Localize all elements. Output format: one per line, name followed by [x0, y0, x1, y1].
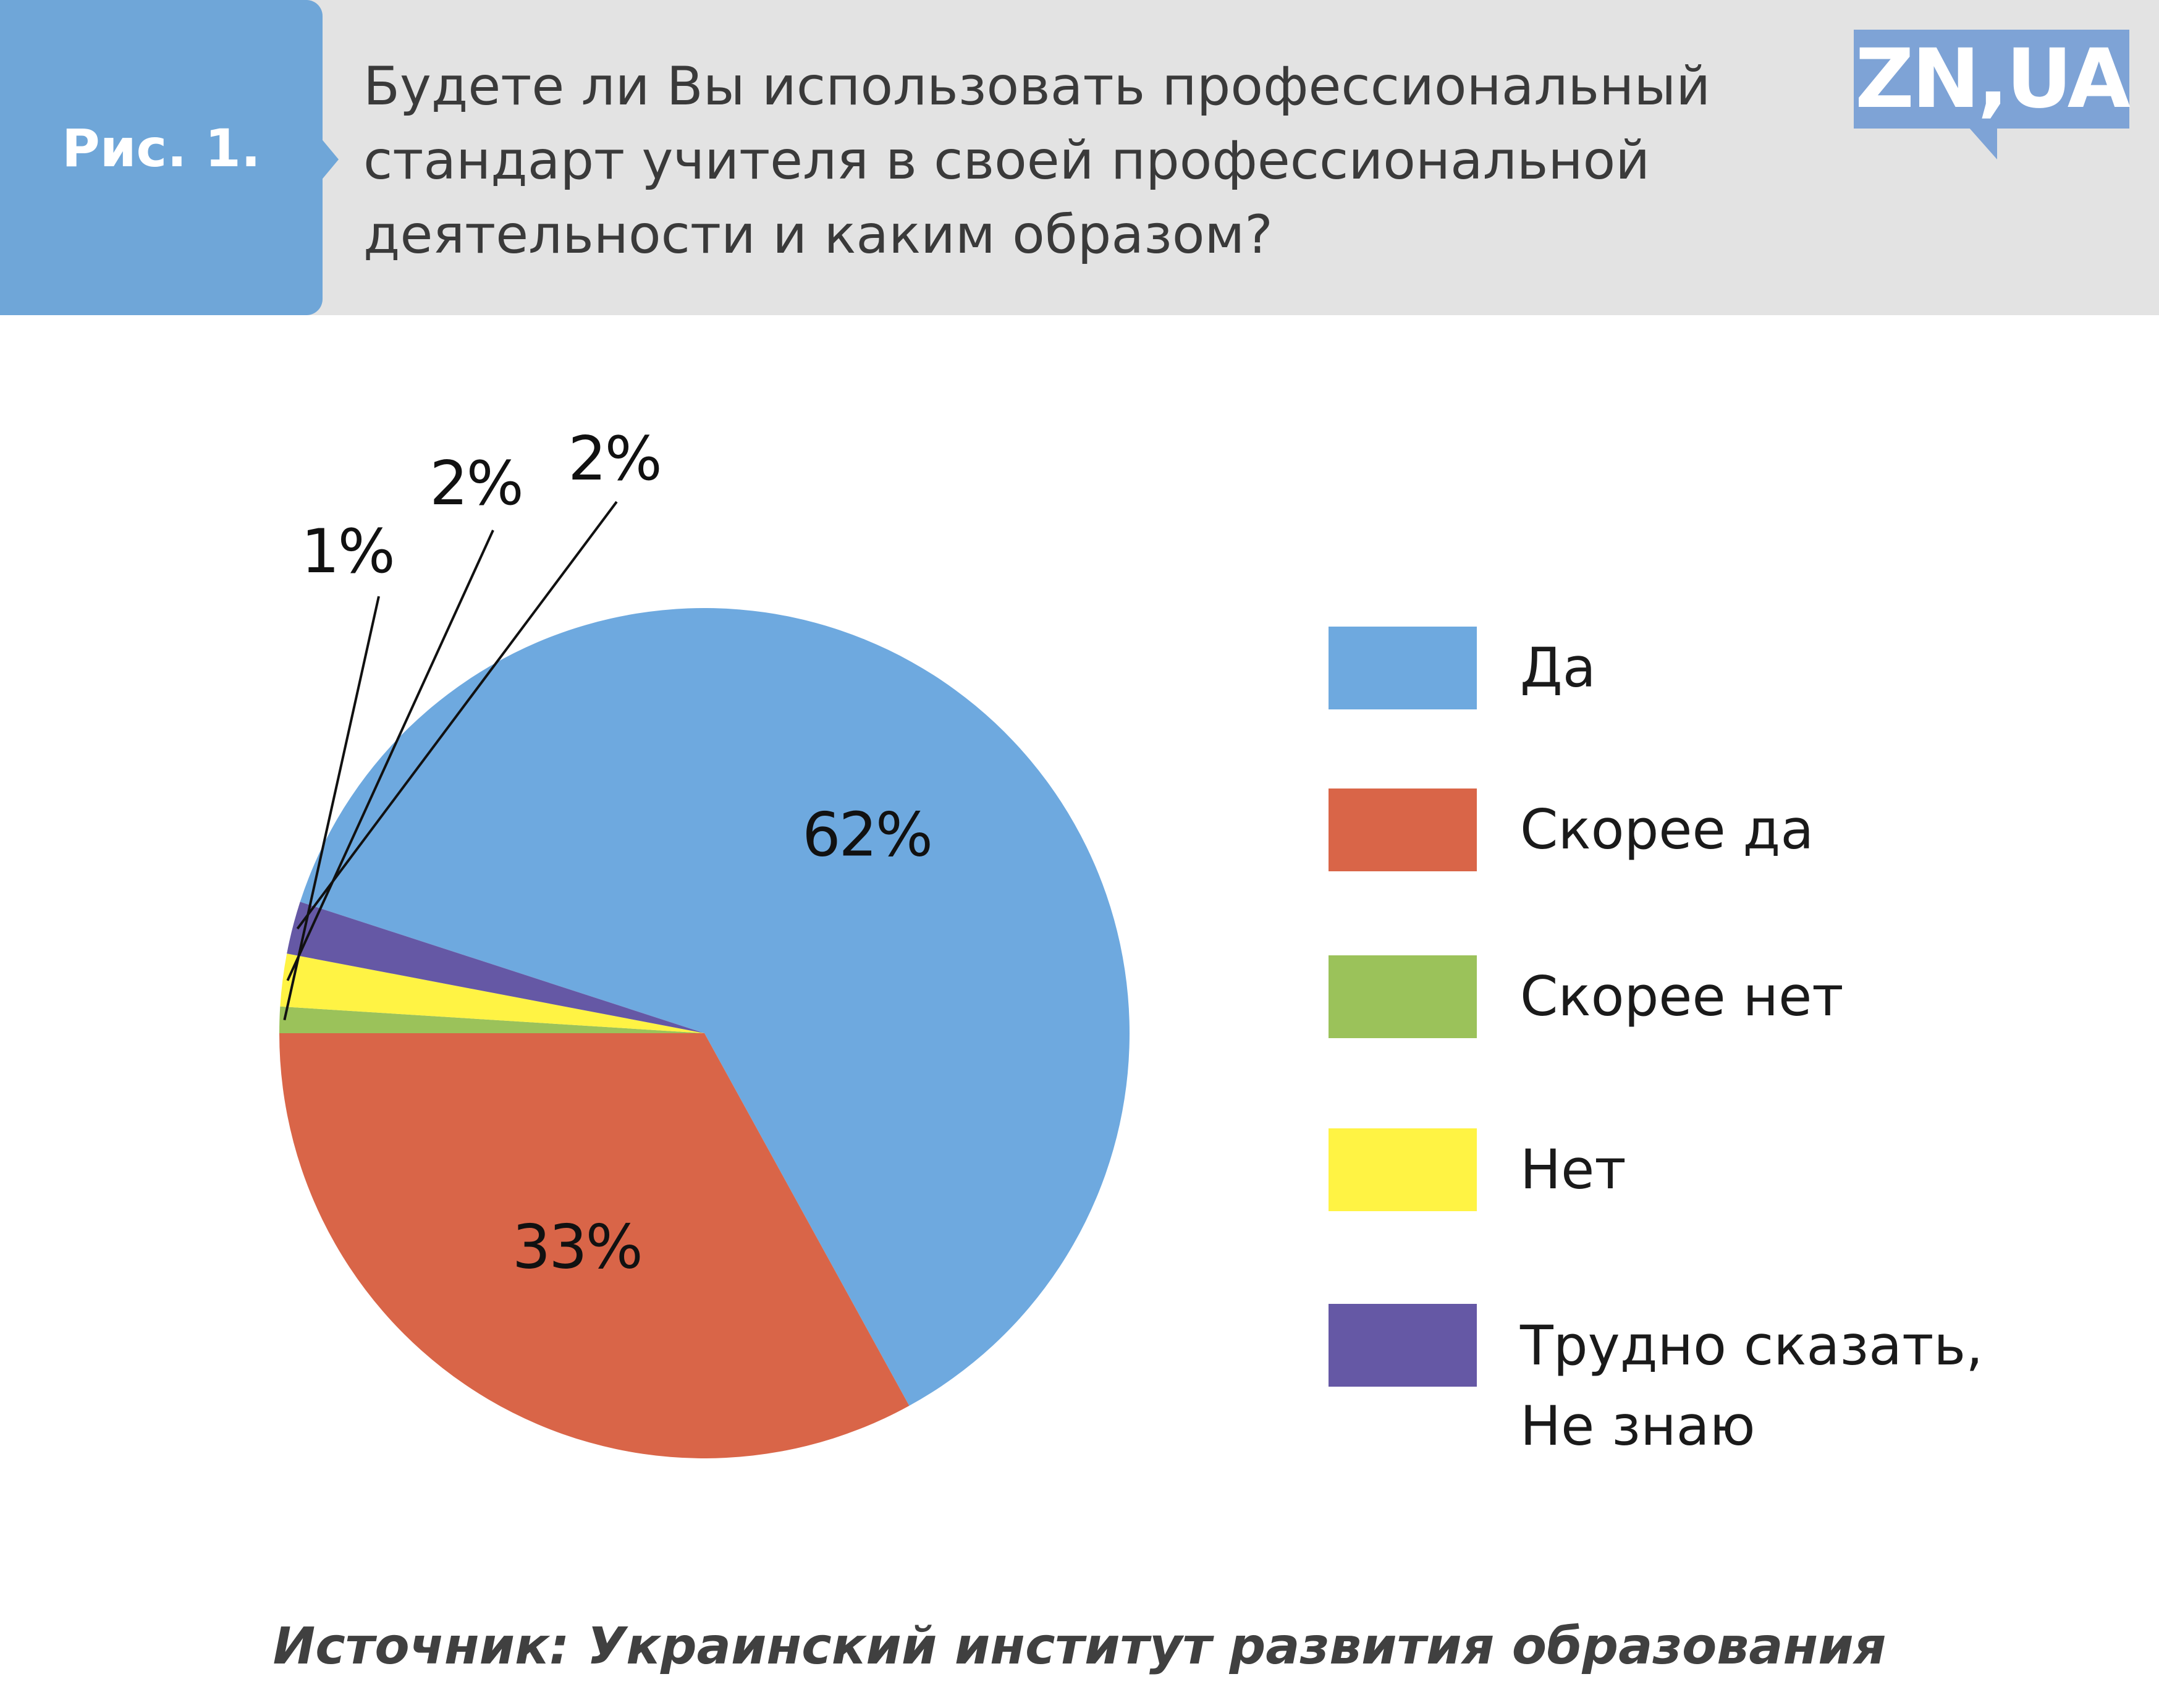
legend-label-trudno-skazat-line1: Трудно сказать, — [1520, 1314, 1984, 1377]
source-note: Источник: Украинский институт развития о… — [273, 1617, 1886, 1676]
logo-speech-tail — [1969, 127, 1997, 159]
logo-text: ZN,UA — [1855, 32, 2131, 127]
pie-slice-net — [280, 953, 704, 1033]
chart-question: Будете ли Вы использовать профессиональн… — [363, 56, 1711, 266]
data-label-skoree-da: 33% — [512, 1212, 641, 1282]
leader-line-net — [286, 530, 494, 981]
header-bar — [0, 0, 2159, 315]
data-label-trudno-skazat: 2% — [568, 424, 660, 494]
legend-swatch-da — [1329, 627, 1477, 709]
figure-tab-pointer — [320, 137, 339, 182]
figure-tab — [0, 0, 323, 315]
leader-line-skoree-net — [283, 596, 380, 1021]
pie-slice-trudno-skazat — [287, 902, 704, 1033]
legend-label-da: Да — [1520, 636, 1596, 700]
figure-label: Рис. 1. — [62, 118, 261, 179]
legend-swatch-trudno-skazat — [1329, 1304, 1477, 1387]
legend-label-net: Нет — [1520, 1138, 1626, 1201]
legend-label-trudno-skazat-line2: Не знаю — [1520, 1394, 1756, 1458]
legend-swatch-skoree-net — [1329, 955, 1477, 1038]
logo-badge — [1854, 30, 2129, 129]
data-label-da: 62% — [802, 800, 931, 871]
leader-line-trudno-skazat — [296, 501, 618, 930]
data-label-skoree-net: 1% — [301, 517, 393, 587]
pie-slice-skoree-da — [279, 1033, 910, 1458]
zn-ua-logo: ZN,UA — [1854, 30, 2132, 159]
pie-slice-da — [300, 607, 1130, 1406]
data-label-net: 2% — [429, 449, 522, 519]
pie-slice-skoree-net — [279, 1006, 704, 1033]
legend-swatch-skoree-da — [1329, 788, 1477, 871]
legend-label-skoree-net: Скорее нет — [1520, 965, 1844, 1028]
legend-swatch-net — [1329, 1128, 1477, 1211]
legend-label-skoree-da: Скорее да — [1520, 798, 1814, 861]
